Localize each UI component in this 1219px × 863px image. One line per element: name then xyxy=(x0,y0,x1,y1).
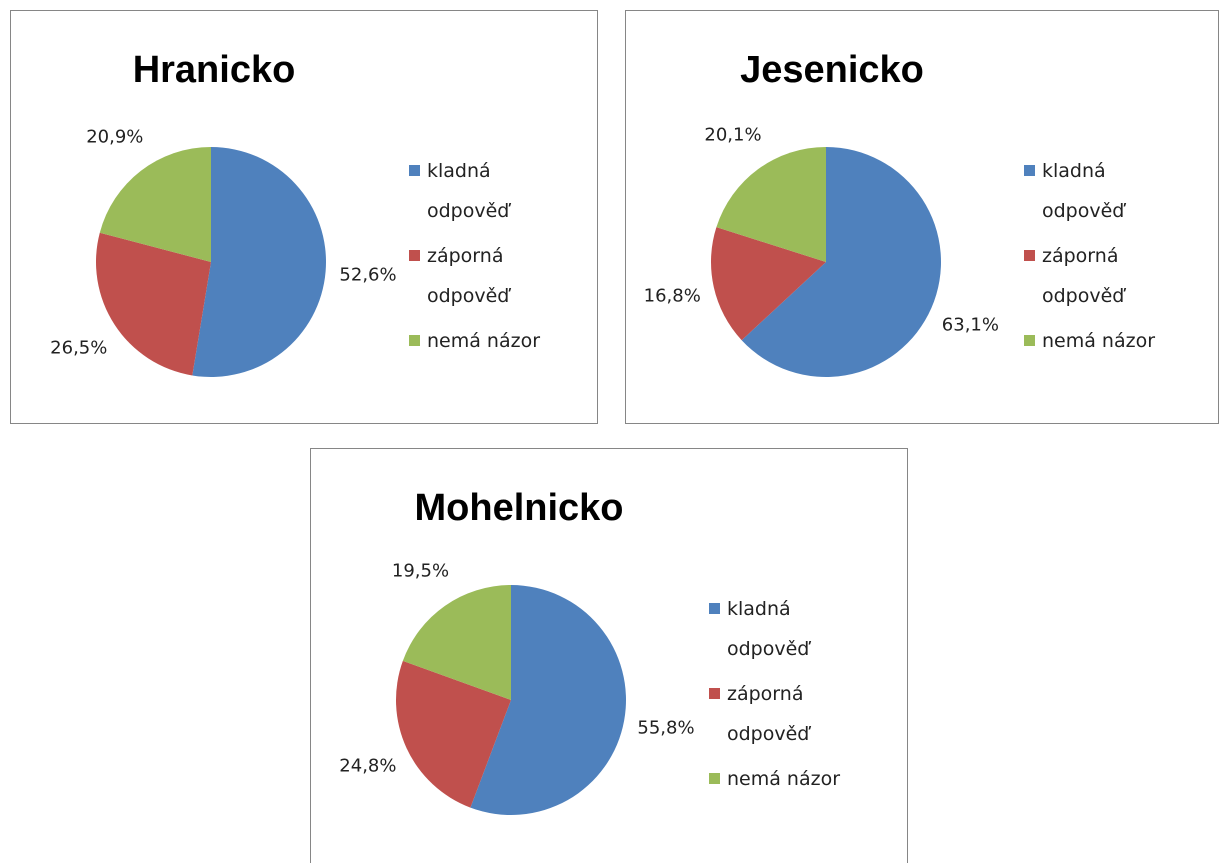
legend-item: nemá názor xyxy=(709,759,845,799)
value-label: 24,8% xyxy=(339,755,397,777)
legend-swatch xyxy=(1024,165,1035,176)
legend-swatch xyxy=(709,773,720,784)
pie-slice xyxy=(470,585,626,815)
chart-title: Hranicko xyxy=(132,49,296,91)
value-label: 52,6% xyxy=(339,264,397,286)
chart-title: Mohelnicko xyxy=(414,487,624,529)
value-label: 19,5% xyxy=(391,560,450,582)
legend-item: nemá názor xyxy=(409,321,545,361)
chart-panel: Jesenicko 63,1% 16,8% 20,1% kladná odpověď zá… xyxy=(625,10,1219,424)
legend-item: nemá názor xyxy=(1024,321,1160,361)
value-label: 20,9% xyxy=(86,126,144,148)
chart-panel: Mohelnicko 55,8% 24,8% 19,5% kladná odpověď z… xyxy=(310,448,908,863)
legend-label: nemá názor xyxy=(727,768,841,790)
legend: kladná odpověď záporná odpověď nemá názor xyxy=(1024,151,1164,366)
pie xyxy=(396,585,626,815)
pie-slice xyxy=(192,147,327,377)
legend-label: kladná odpověď xyxy=(1042,160,1125,222)
pie-slice xyxy=(741,147,941,377)
legend-swatch xyxy=(1024,250,1035,261)
pie-slice xyxy=(99,147,211,262)
legend-label: nemá názor xyxy=(1042,330,1156,352)
chart-title: Jesenicko xyxy=(740,49,924,91)
value-label: 55,8% xyxy=(637,717,695,739)
legend-label: záporná odpověď xyxy=(1042,245,1125,307)
legend-label: nemá názor xyxy=(427,330,541,352)
value-label: 16,8% xyxy=(643,285,701,307)
legend: kladná odpověď záporná odpověď nemá názor xyxy=(409,151,549,366)
value-label: 26,5% xyxy=(50,337,108,359)
pie-slice xyxy=(711,227,826,341)
legend-item: záporná odpověď xyxy=(1024,236,1160,316)
pie xyxy=(96,147,327,377)
legend-item: záporná odpověď xyxy=(709,674,845,754)
legend-item: záporná odpověď xyxy=(409,236,545,316)
pie xyxy=(711,147,941,377)
pie-slice xyxy=(716,147,826,262)
pie-slice xyxy=(396,660,511,808)
legend-swatch xyxy=(709,688,720,699)
legend-label: kladná odpověď xyxy=(727,598,810,660)
legend-label: záporná odpověď xyxy=(727,683,810,745)
chart-panel: Hranicko 52,6% 26,5% 20,9% kladná odpověď záp… xyxy=(10,10,598,424)
pie-slice xyxy=(402,585,511,700)
legend-swatch xyxy=(409,165,420,176)
legend-swatch xyxy=(1024,335,1035,346)
legend-label: záporná odpověď xyxy=(427,245,510,307)
legend-swatch xyxy=(409,335,420,346)
value-label: 20,1% xyxy=(704,124,762,146)
legend: kladná odpověď záporná odpověď nemá názor xyxy=(709,589,849,804)
legend-swatch xyxy=(709,603,720,614)
pie-slice xyxy=(96,232,211,376)
legend-item: kladná odpověď xyxy=(409,151,545,231)
legend-item: kladná odpověď xyxy=(709,589,845,669)
legend-label: kladná odpověď xyxy=(427,160,510,222)
value-label: 63,1% xyxy=(941,314,999,336)
legend-swatch xyxy=(409,250,420,261)
legend-item: kladná odpověď xyxy=(1024,151,1160,231)
